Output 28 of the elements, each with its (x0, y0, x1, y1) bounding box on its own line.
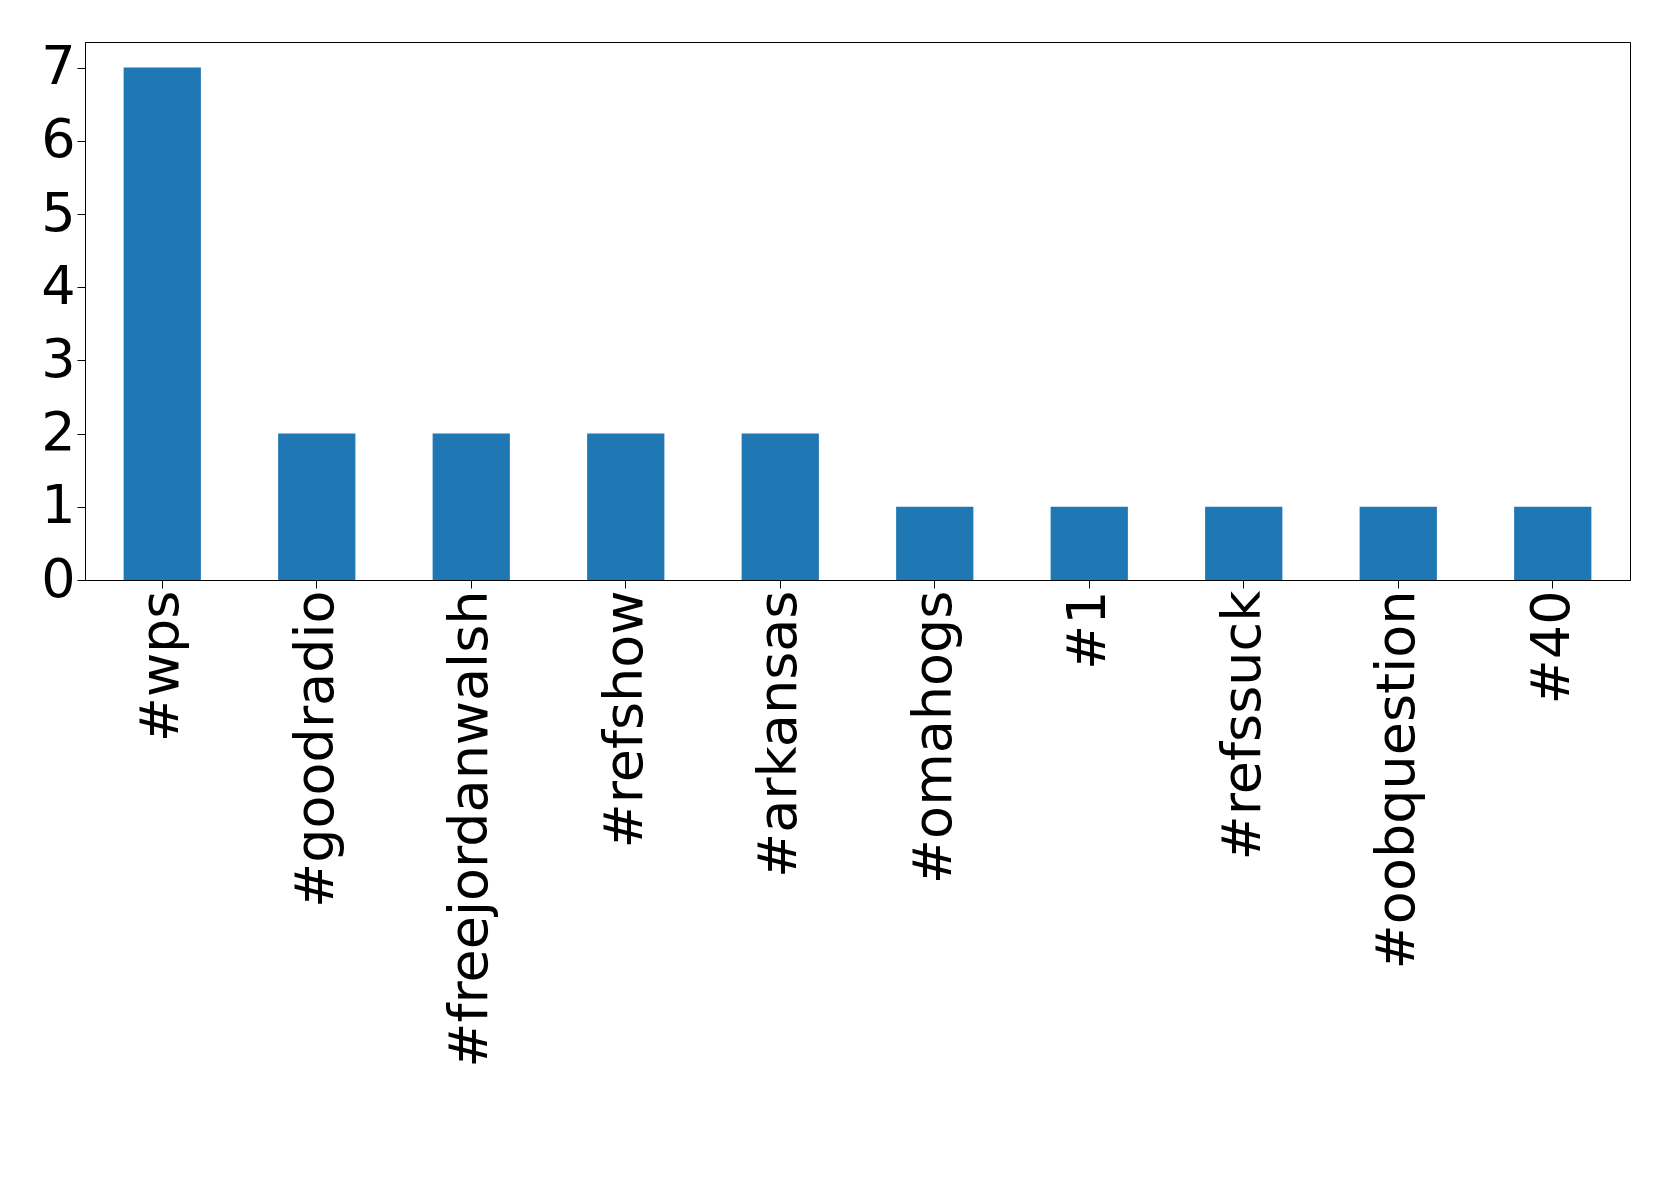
y-tick-label: 4 (41, 253, 76, 317)
x-tick-label: #wps (128, 590, 192, 743)
x-tick-label: #40 (1518, 590, 1582, 705)
bar (1514, 506, 1592, 580)
bar (1359, 506, 1437, 580)
x-tick-label: #1 (1055, 590, 1119, 671)
bar (741, 433, 819, 580)
x-tick-label: #arkansas (746, 590, 810, 879)
bar (432, 433, 510, 580)
y-tick-label: 1 (41, 473, 76, 537)
x-tick-label: #goodradio (282, 590, 346, 908)
bar (587, 433, 665, 580)
y-tick-label: 2 (41, 400, 76, 464)
bar (1205, 506, 1283, 580)
x-tick-label: #oobquestion (1364, 590, 1428, 970)
y-tick-label: 3 (41, 326, 76, 390)
y-tick-label: 7 (41, 34, 76, 98)
bar (896, 506, 974, 580)
bar (123, 67, 201, 580)
x-tick-label: #omahogs (900, 590, 964, 885)
y-tick-label: 5 (41, 180, 76, 244)
bar (278, 433, 356, 580)
x-tick-label: #refshow (591, 590, 655, 849)
y-tick-label: 0 (41, 546, 76, 610)
y-tick-label: 6 (41, 107, 76, 171)
x-tick-label: #freejordanwalsh (437, 590, 501, 1068)
x-tick-label: #refssuck (1209, 589, 1273, 861)
bar (1050, 506, 1128, 580)
